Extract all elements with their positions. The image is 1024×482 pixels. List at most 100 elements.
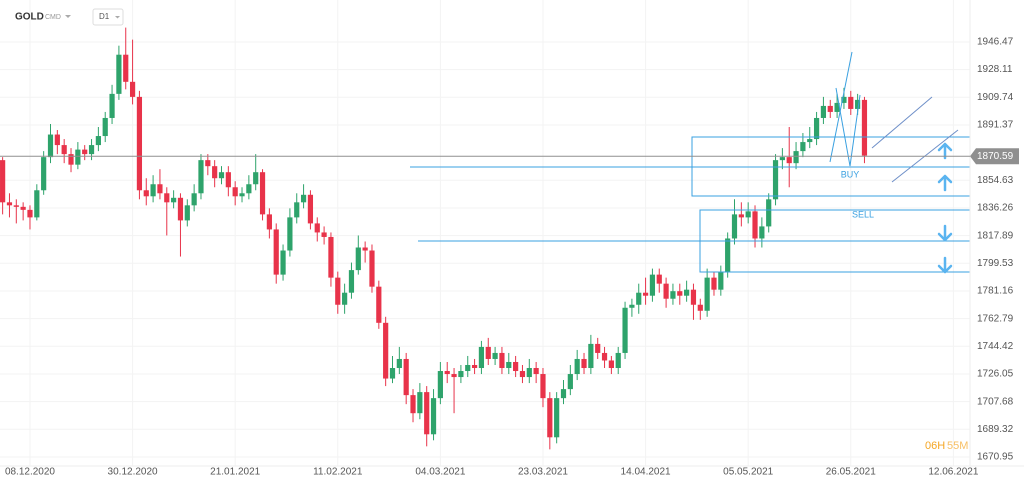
candles [0, 27, 868, 450]
dropdown-caret[interactable] [115, 16, 120, 19]
candle-body [465, 364, 471, 372]
candle-body [225, 172, 231, 188]
y-tick-label: 1744.42 [977, 341, 1014, 352]
candle-body [410, 395, 416, 414]
channel-line [871, 96, 933, 149]
candle-body [478, 346, 485, 369]
candle-body [123, 54, 129, 82]
candle-body [430, 398, 437, 435]
candle-body [0, 160, 6, 203]
candle-body [533, 368, 539, 375]
candle-body [820, 105, 827, 118]
candle-body [444, 371, 450, 375]
x-tick-label: 12.06.2021 [928, 467, 978, 478]
candle-body [663, 283, 669, 299]
candle-body [328, 236, 334, 278]
candle-body [608, 360, 614, 369]
candle-body [601, 352, 608, 361]
candle-body [348, 270, 355, 293]
y-tick-label: 1707.68 [977, 396, 1014, 407]
candle-body [34, 190, 40, 218]
candle-body [725, 238, 731, 272]
candle-body [697, 304, 703, 311]
candle-body [492, 352, 498, 359]
candle-body [793, 151, 799, 164]
candle-body [779, 157, 785, 161]
countdown-hours: 06H [925, 440, 945, 452]
candle-body [20, 206, 26, 210]
candle-body [711, 277, 717, 290]
candle-body [656, 274, 662, 284]
candle-body [150, 184, 156, 197]
candle-body [588, 343, 594, 369]
candle-body [642, 292, 649, 296]
current-price-label: 1870.59 [977, 151, 1014, 162]
timeframe-box[interactable] [92, 8, 124, 26]
candle-body [82, 149, 88, 155]
candle-body [47, 134, 54, 158]
candle-body [499, 352, 505, 369]
candle-body [615, 352, 621, 369]
candle-body [485, 346, 491, 359]
candle-body [718, 271, 724, 290]
candle-body [157, 184, 163, 194]
candle-body [759, 226, 765, 239]
candle-body [253, 172, 259, 185]
y-tick-label: 1762.79 [977, 313, 1014, 324]
candle-body [177, 197, 184, 221]
y-tick-label: 1928.11 [977, 64, 1013, 75]
candle-body [266, 214, 272, 230]
candle-body [813, 117, 820, 140]
candle-body [246, 184, 252, 194]
candle-body [273, 229, 279, 275]
y-tick-label: 1817.89 [977, 230, 1014, 241]
y-tick-label: 1836.26 [977, 203, 1014, 214]
candle-body [307, 194, 314, 224]
candle-body [786, 157, 792, 164]
dropdown-caret[interactable] [65, 15, 71, 18]
candle-body [13, 205, 19, 207]
y-tick-label: 1946.47 [977, 37, 1014, 48]
candle-body [259, 172, 266, 215]
x-tick-label: 14.04.2021 [621, 467, 671, 478]
candle-body [369, 250, 375, 287]
y-tick-label: 1781.16 [977, 286, 1014, 297]
x-tick-label: 04.03.2021 [415, 467, 465, 478]
buy-label: BUY [841, 169, 860, 179]
candle-body [855, 99, 861, 109]
candle-body [61, 145, 67, 155]
candle-body [417, 392, 423, 414]
candle-body [321, 232, 327, 237]
y-tick-label: 1726.05 [977, 369, 1014, 380]
candle-body [424, 392, 430, 435]
candle-body [335, 277, 341, 305]
candle-body [629, 304, 635, 308]
candle-body [68, 154, 74, 165]
candle-body [27, 209, 33, 218]
candle-body [232, 187, 238, 197]
timeframe[interactable]: D1 [99, 12, 110, 21]
x-tick-label: 26.05.2021 [826, 467, 876, 478]
candle-body [109, 93, 115, 118]
candle-body [239, 193, 245, 197]
candle-body [540, 374, 546, 399]
down-arrow [937, 256, 953, 274]
countdown-minutes: 55M [947, 440, 968, 452]
candle-body [287, 217, 293, 251]
sell-label: SELL [852, 209, 874, 219]
candle-body [800, 142, 806, 152]
candle-body [6, 202, 13, 206]
candle-body [116, 54, 122, 94]
candle-body [95, 136, 101, 146]
candle-body [581, 358, 587, 369]
current-price-tag [970, 148, 1019, 165]
candle-body [861, 99, 868, 156]
candle-body [376, 286, 382, 323]
candle-body [396, 358, 402, 369]
x-tick-label: 21.01.2021 [210, 467, 260, 478]
up-arrow [937, 142, 953, 160]
candle-body [294, 202, 300, 218]
candle-body [41, 157, 47, 191]
candle-body [745, 211, 751, 218]
candle-body [136, 96, 143, 191]
